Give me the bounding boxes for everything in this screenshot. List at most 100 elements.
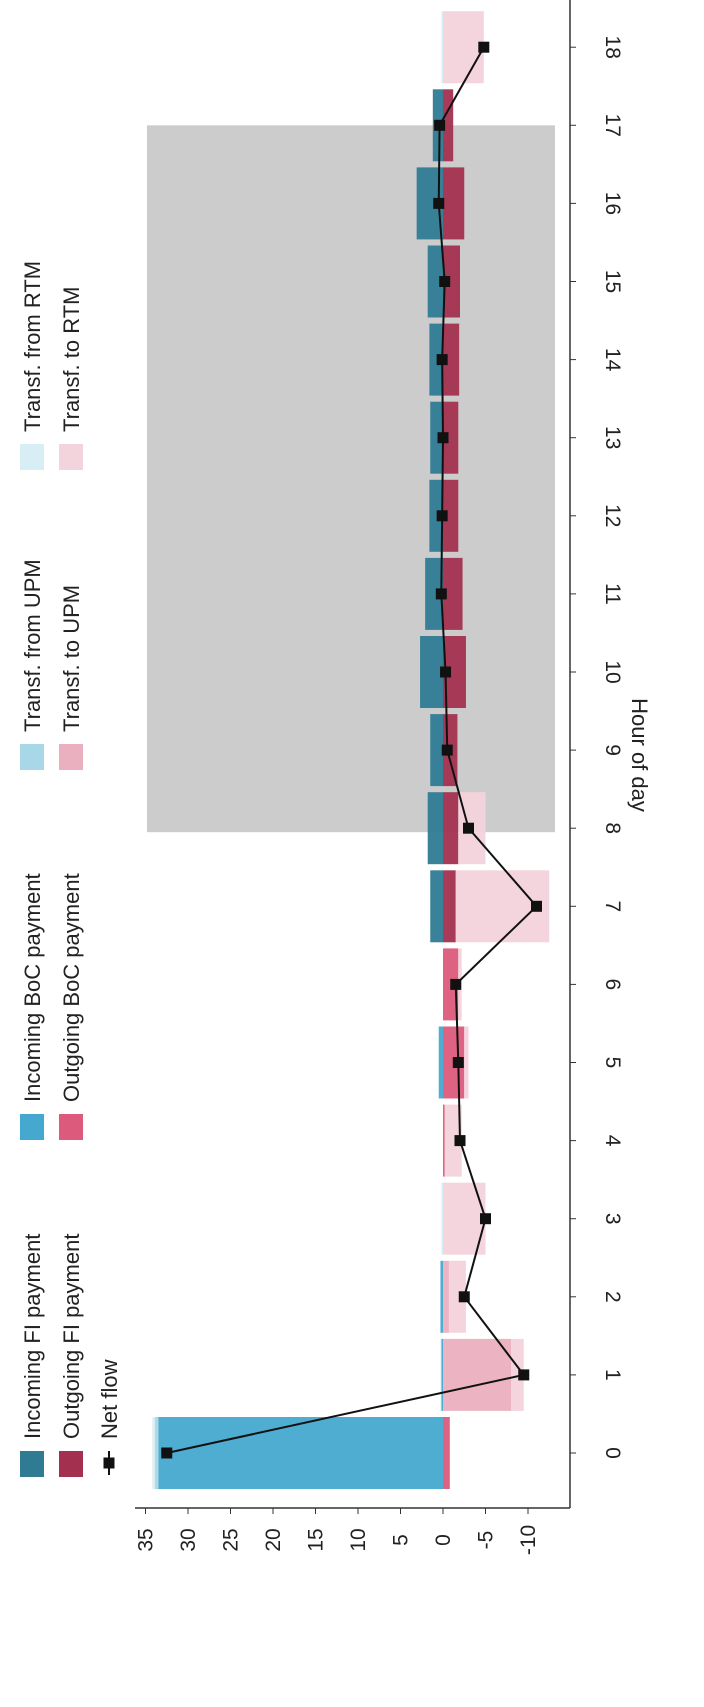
shaded-region <box>147 125 555 833</box>
net-flow-point-hour-18 <box>478 41 490 53</box>
net-flow-point-hour-0 <box>161 1447 173 1459</box>
hour-tick-label: 9 <box>601 744 624 756</box>
hour-tick-label: 5 <box>601 1057 624 1069</box>
hour-tick-label: 12 <box>601 504 624 527</box>
bar-outgoing-boc-payment-hour-0 <box>443 1417 450 1489</box>
bar-incoming-fi-payment-hour-11 <box>425 557 443 630</box>
hour-tick-label: 7 <box>601 900 624 912</box>
bar-transf-from-rtm-hour-18 <box>441 11 443 84</box>
hour-tick-label: 4 <box>601 1135 624 1147</box>
bar-outgoing-fi-payment-hour-16 <box>443 167 465 240</box>
value-tick-label: 10 <box>347 1528 370 1551</box>
hour-tick-label: 8 <box>601 822 624 834</box>
x-axis-title: Hour of day <box>627 698 652 812</box>
net-flow-point-hour-14 <box>436 354 448 366</box>
net-flow-point-hour-6 <box>450 978 462 990</box>
bar-outgoing-boc-payment-hour-4 <box>443 1104 445 1177</box>
net-flow-point-hour-2 <box>458 1291 470 1303</box>
hour-tick-label: 10 <box>601 660 624 683</box>
net-flow-point-hour-1 <box>518 1369 530 1381</box>
bar-incoming-boc-payment-hour-0 <box>158 1417 443 1489</box>
net-flow-point-hour-13 <box>437 432 449 444</box>
hour-tick-label: 16 <box>601 192 624 215</box>
bar-incoming-fi-payment-hour-12 <box>429 479 443 552</box>
hour-tick-label: 13 <box>601 426 624 449</box>
net-flow-point-hour-9 <box>441 744 453 756</box>
hour-tick-label: 17 <box>601 114 624 137</box>
bar-outgoing-fi-payment-hour-12 <box>443 479 459 552</box>
bar-outgoing-fi-payment-hour-15 <box>443 245 460 318</box>
value-tick-label: 5 <box>390 1534 413 1546</box>
bar-incoming-fi-payment-hour-7 <box>430 870 443 943</box>
net-flow-point-hour-12 <box>436 510 448 522</box>
legend-label-transf-from-rtm: Transf. from RTM <box>20 261 45 432</box>
legend-label-transf-from-upm: Transf. from UPM <box>20 559 45 732</box>
bar-incoming-fi-payment-hour-13 <box>430 401 443 474</box>
legend-key-outgoing-boc-payment <box>59 1114 83 1140</box>
legend-label-net-flow: Net flow <box>97 1359 122 1439</box>
legend: Incoming FI payment Outgoing FI payment Ne… <box>20 261 122 1477</box>
legend-key-transf-to-rtm <box>59 444 83 470</box>
tick-labels: 35 30 25 20 15 10 5 0 -5 -10012345678910111213141… <box>135 36 625 1556</box>
bar-transf-from-rtm-hour-0 <box>152 1417 155 1489</box>
bar-transf-to-rtm-hour-1 <box>511 1338 524 1411</box>
bar-incoming-boc-payment-hour-1 <box>441 1338 443 1411</box>
hour-tick-label: 6 <box>601 979 624 991</box>
bar-outgoing-fi-payment-hour-11 <box>443 557 463 630</box>
legend-key-incoming-boc-payment <box>20 1114 44 1140</box>
net-flow-point-hour-15 <box>439 276 451 287</box>
value-tick-label: -5 <box>475 1531 498 1550</box>
value-tick-label: 35 <box>135 1528 158 1551</box>
value-tick-label: 30 <box>177 1528 200 1551</box>
axes <box>135 0 571 1509</box>
legend-label-incoming-boc-payment: Incoming BoC payment <box>20 873 45 1102</box>
legend-label-outgoing-boc-payment: Outgoing BoC payment <box>59 873 84 1102</box>
bar-incoming-fi-payment-hour-15 <box>427 245 443 318</box>
bar-transf-from-upm-hour-0 <box>154 1417 159 1489</box>
legend-label-incoming-fi-payment: Incoming FI payment <box>20 1234 45 1439</box>
bar-transf-to-rtm-hour-4 <box>444 1104 462 1177</box>
bars <box>152 11 550 1489</box>
net-flow-point-hour-7 <box>531 900 542 912</box>
net-flow-point-hour-3 <box>480 1213 491 1225</box>
legend-key-marker-net-flow <box>103 1457 115 1469</box>
bar-transf-from-rtm-hour-3 <box>441 1182 443 1255</box>
net-flow-line <box>161 41 542 1459</box>
net-flow-point-hour-10 <box>440 666 452 678</box>
hour-tick-label: 3 <box>601 1213 624 1225</box>
value-tick-label: -10 <box>517 1525 540 1555</box>
legend-label-transf-to-upm: Transf. to UPM <box>59 585 84 732</box>
legend-key-transf-from-upm <box>20 744 44 770</box>
net-flow-point-hour-5 <box>452 1057 464 1068</box>
bar-transf-to-rtm-hour-2 <box>448 1260 466 1333</box>
value-tick-label: 25 <box>220 1528 243 1551</box>
value-tick-label: 20 <box>262 1528 285 1551</box>
bar-outgoing-fi-payment-hour-7 <box>443 870 456 943</box>
legend-label-transf-to-rtm: Transf. to RTM <box>59 287 84 432</box>
bar-outgoing-fi-payment-hour-10 <box>443 636 466 708</box>
bar-incoming-fi-payment-hour-10 <box>420 636 443 708</box>
bar-outgoing-fi-payment-hour-8 <box>443 792 459 865</box>
net-flow-point-hour-16 <box>433 197 445 209</box>
bar-transf-from-rtm-hour-1 <box>440 1338 442 1411</box>
hour-tick-label: 11 <box>601 583 624 605</box>
bar-transf-to-upm-hour-2 <box>443 1260 449 1333</box>
legend-key-outgoing-fi-payment <box>59 1451 83 1477</box>
legend-label-outgoing-fi-payment: Outgoing FI payment <box>59 1234 84 1439</box>
bar-outgoing-fi-payment-hour-14 <box>443 323 460 396</box>
legend-key-transf-from-rtm <box>20 444 44 470</box>
legend-key-incoming-fi-payment <box>20 1451 44 1477</box>
hour-tick-label: 2 <box>601 1291 624 1303</box>
hour-tick-label: 18 <box>601 36 624 59</box>
hour-tick-label: 14 <box>601 348 624 372</box>
hour-tick-label: 15 <box>601 270 624 293</box>
hour-tick-label: 1 <box>601 1369 624 1381</box>
net-flow-point-hour-17 <box>434 119 446 131</box>
bar-transf-to-rtm-hour-5 <box>464 1026 469 1099</box>
bar-transf-to-rtm-hour-18 <box>443 11 484 84</box>
net-flow-point-hour-11 <box>435 588 447 600</box>
bar-incoming-boc-payment-hour-5 <box>438 1026 443 1099</box>
bar-incoming-fi-payment-hour-14 <box>429 323 443 396</box>
shaded-hours-band <box>147 125 555 833</box>
